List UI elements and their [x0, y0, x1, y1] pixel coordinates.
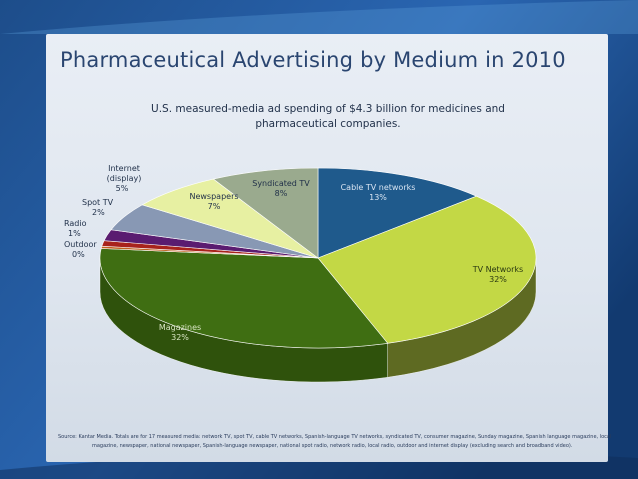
- pie-slice-syndicated-tv: [212, 167, 319, 259]
- chart-subtitle: U.S. measured-media ad spending of $4.3 …: [118, 102, 538, 132]
- slice-label-internet-display-line-2: (display): [107, 174, 142, 183]
- slice-value-syndicated-tv: 8%: [275, 189, 288, 198]
- pie-slice-magazines: [99, 248, 389, 349]
- slice-value-radio: 1%: [68, 229, 81, 238]
- slice-value-newspapers: 7%: [208, 202, 221, 211]
- slice-label-outdoor: Outdoor: [64, 240, 97, 249]
- pie-slices: [99, 167, 537, 349]
- slice-label-spot-tv: Spot TV: [82, 198, 114, 207]
- chart-subtitle-line-1: U.S. measured-media ad spending of $4.3 …: [151, 103, 505, 115]
- chart-subtitle-line-2: pharmaceutical companies.: [255, 118, 401, 130]
- slice-value-magazines: 32%: [171, 333, 189, 342]
- slice-value-tv-networks: 32%: [489, 275, 507, 284]
- slice-value-spot-tv: 2%: [92, 208, 105, 217]
- pie-slice-cable-tv-networks: [317, 167, 478, 259]
- slice-label-cable-tv-networks: Cable TV networks: [341, 183, 416, 192]
- slice-value-cable-tv-networks: 13%: [369, 193, 387, 202]
- slide-title: Pharmaceutical Advertising by Medium in …: [60, 48, 566, 72]
- source-note-line-2: magazine, newspaper, national newspaper,…: [92, 443, 573, 449]
- source-note-line-1: Source: Kantar Media. Totals are for 17 …: [58, 434, 612, 440]
- slice-label-newspapers: Newspapers: [189, 192, 238, 201]
- slice-label-syndicated-tv: Syndicated TV: [252, 179, 310, 188]
- source-note: Source: Kantar Media. Totals are for 17 …: [58, 433, 612, 451]
- slice-label-magazines: Magazines: [159, 323, 201, 332]
- slice-value-internet-display: 5%: [116, 184, 129, 193]
- slice-label-tv-networks: TV Networks: [472, 265, 523, 274]
- slice-value-outdoor: 0%: [72, 250, 85, 259]
- slice-label-internet-display-line-1: Internet: [108, 164, 140, 173]
- slice-label-radio: Radio: [64, 219, 87, 228]
- pie-slice-tv-networks: [317, 195, 537, 344]
